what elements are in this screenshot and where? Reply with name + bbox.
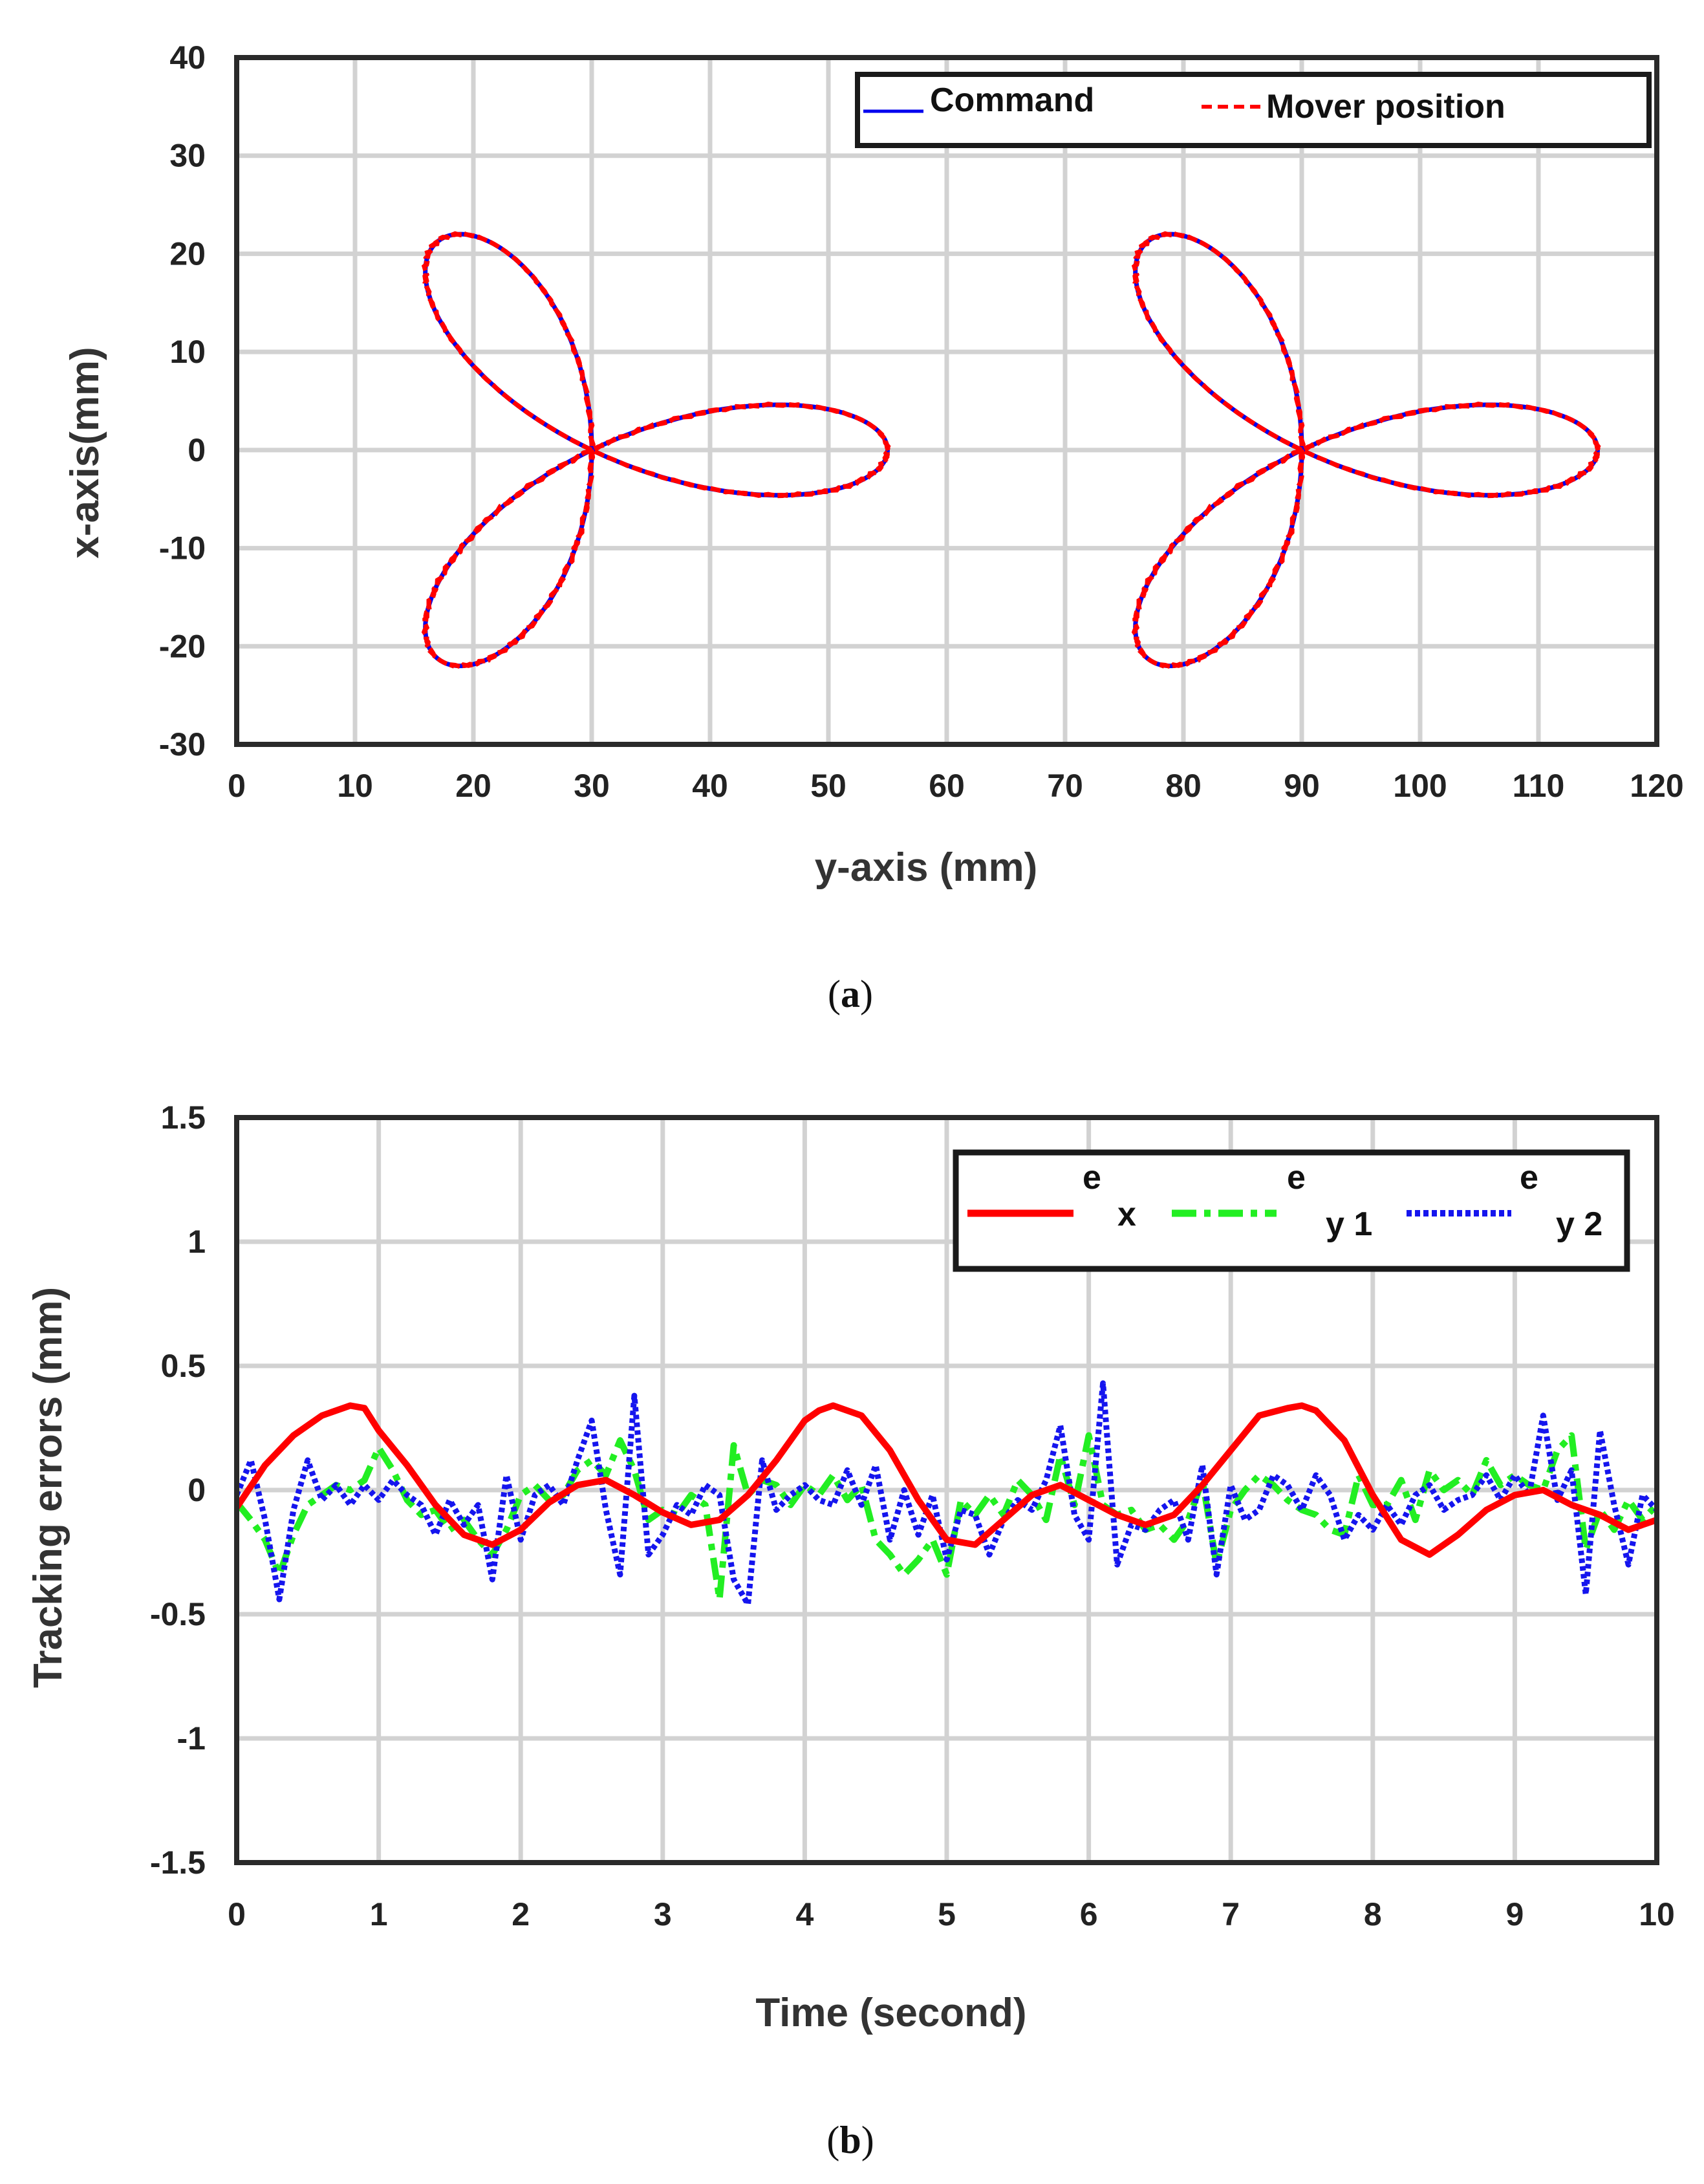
panel-b-x-tick-label: 8 (1364, 1896, 1382, 1932)
panel-b-y-tick-label: 1 (188, 1224, 206, 1260)
panel-b-x-tick-label: 9 (1505, 1896, 1524, 1932)
panel-b-y-axis-label: Tracking errors (mm) (26, 1287, 70, 1688)
panel-a-x-tick-label: 100 (1393, 768, 1447, 804)
panel-b-y-tick-label: -1 (177, 1720, 206, 1757)
panel-a-y-tick-label: 30 (169, 138, 206, 174)
panel-a-legend-box (855, 72, 1652, 148)
panel-a-x-tick-labels: 0 10 20 30 40 50 60 70 80 90 100 110 120 (228, 768, 1684, 804)
panel-b-y-tick-labels: 1.5 1 0.5 0 -0.5 -1 -1.5 (150, 1099, 206, 1881)
panel-a-x-tick-label: 10 (337, 768, 373, 804)
ey2-curve (233, 1380, 1659, 1608)
panel-a-legend: Command Mover position (855, 72, 1652, 148)
legend-ex-label: e (1083, 1159, 1101, 1196)
panel-b-caption: (b) (826, 2119, 874, 2161)
panel-b-legend: e x e y 1 e y 2 (953, 1149, 1630, 1272)
legend-ey1-label: e (1287, 1159, 1306, 1196)
legend-ey1-subscript: y 1 (1326, 1206, 1372, 1243)
panel-a-x-tick-label: 80 (1165, 768, 1202, 804)
panel-a-trajectory-chart: 0 10 20 30 40 50 60 70 80 90 100 110 120 403020100-1… (63, 39, 1684, 1015)
panel-b-x-tick-label: 2 (512, 1896, 530, 1932)
ey1-curve (234, 1432, 1659, 1603)
panel-a-x-tick-label: 120 (1630, 768, 1683, 804)
mover-position-curve (421, 230, 892, 669)
panel-b-x-tick-label: 10 (1639, 1896, 1675, 1932)
panel-a-x-tick-label: 40 (692, 768, 728, 804)
panel-b-caption-letter: b (839, 2119, 861, 2161)
panel-a-y-tick-label: -30 (159, 726, 206, 762)
panel-b-y-tick-label: -0.5 (150, 1596, 206, 1632)
panel-a-x-tick-label: 110 (1513, 768, 1565, 804)
panel-b-tracking-error-chart: 0 1 2 3 4 5 6 7 8 9 10 1.5 1 0.5 0 -0.5 -1 -1.5 Time (se… (26, 1099, 1675, 2161)
panel-a-caption-letter: a (841, 973, 860, 1015)
ex-curve (233, 1402, 1658, 1558)
panel-a-x-tick-label: 0 (228, 768, 246, 804)
panel-b-x-tick-label: 3 (654, 1896, 672, 1932)
panel-a-x-tick-label: 20 (455, 768, 491, 804)
legend-mover-position-label: Mover position (1266, 88, 1505, 125)
panel-a-curves (421, 230, 1602, 669)
panel-b-y-tick-label: 0 (188, 1472, 206, 1508)
legend-command-label: Command (930, 81, 1094, 119)
panel-a-y-tick-label: 0 (188, 432, 206, 468)
panel-a-x-tick-label: 60 (929, 768, 965, 804)
panel-a-y-axis-label: x-axis(mm) (63, 347, 107, 558)
panel-a-y-tick-label: 20 (169, 235, 206, 272)
panel-b-plot-frame (234, 1115, 1659, 1865)
panel-a-y-tick-label: 40 (169, 39, 206, 76)
panel-b-curves (233, 1380, 1659, 1608)
legend-ey2-subscript: y 2 (1556, 1206, 1602, 1243)
panel-a-x-axis-label: y-axis (mm) (815, 845, 1038, 890)
panel-b-x-tick-label: 4 (795, 1896, 814, 1932)
panel-a-y-tick-label: -20 (159, 628, 206, 664)
panel-a-y-tick-labels: 40 30 20 10 0 -10 -20 -30 (159, 39, 206, 762)
panel-b-y-tick-label: -1.5 (150, 1844, 206, 1881)
panel-a-x-tick-label: 30 (574, 768, 610, 804)
panel-b-x-tick-label: 6 (1080, 1896, 1098, 1932)
legend-ex-subscript: x (1117, 1196, 1136, 1233)
panel-b-x-tick-label: 7 (1222, 1896, 1240, 1932)
panel-a-caption: (a) (828, 973, 873, 1015)
panel-a-x-tick-label: 90 (1284, 768, 1320, 804)
mover-position-curve (1131, 230, 1602, 669)
panel-a-y-tick-label: 10 (169, 334, 206, 370)
panel-a-x-tick-label: 50 (810, 768, 847, 804)
panel-b-x-tick-label: 0 (228, 1896, 246, 1932)
panel-a-y-tick-label: -10 (159, 530, 206, 567)
panel-a-x-tick-label: 70 (1047, 768, 1083, 804)
panel-b-x-axis-label: Time (second) (755, 1991, 1026, 2035)
panel-b-y-tick-label: 0.5 (160, 1348, 206, 1384)
panel-b-x-tick-label: 5 (938, 1896, 956, 1932)
panel-b-y-tick-label: 1.5 (160, 1099, 206, 1136)
legend-ey2-label: e (1520, 1159, 1538, 1196)
panel-a-plot-frame (234, 55, 1659, 747)
panel-b-x-tick-labels: 0 1 2 3 4 5 6 7 8 9 10 (228, 1896, 1675, 1932)
panel-b-x-tick-label: 1 (370, 1896, 388, 1932)
